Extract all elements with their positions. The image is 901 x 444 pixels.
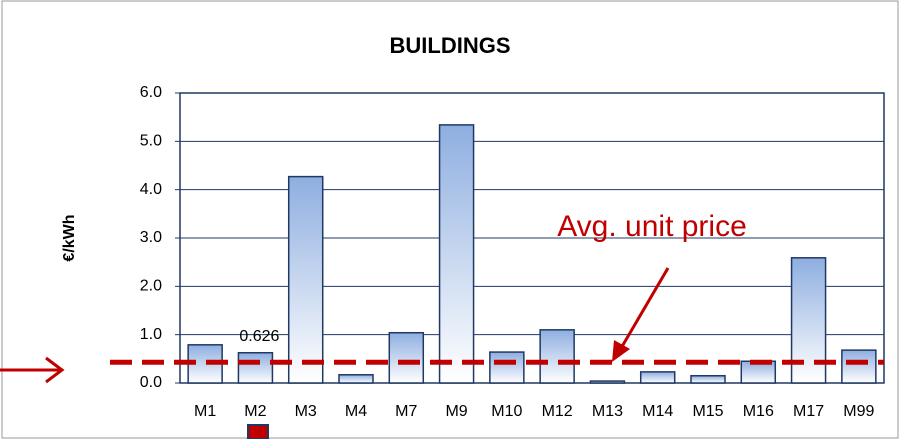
x-tick-label: M9	[445, 403, 467, 420]
bar	[388, 331, 425, 384]
x-tick-label: M12	[542, 403, 573, 420]
legend-swatch	[247, 424, 269, 440]
bar	[438, 124, 475, 384]
bar	[489, 351, 525, 384]
x-tick-label: M1	[194, 403, 216, 420]
x-tick-label: M4	[345, 403, 367, 420]
data-label: 0.626	[239, 328, 279, 345]
bar	[589, 380, 626, 384]
bar	[287, 175, 324, 384]
bar	[539, 329, 575, 384]
x-tick-label: M99	[843, 403, 874, 420]
x-tick-label: M10	[491, 403, 522, 420]
bar	[639, 371, 676, 384]
bar	[338, 374, 374, 384]
y-tick-label: 6.0	[140, 84, 162, 101]
y-tick-label: 1.0	[140, 326, 162, 343]
left-arrow-head	[45, 356, 65, 384]
reference-arrow	[618, 267, 670, 351]
reference-label: Avg. unit price	[557, 210, 747, 243]
x-tick-label: M3	[295, 403, 317, 420]
x-tick-label: M14	[642, 403, 673, 420]
y-axis-label: €/kWh	[61, 214, 78, 261]
x-tick-label: M15	[692, 403, 723, 420]
y-tick-label: 5.0	[140, 133, 162, 150]
y-tick-label: 0.0	[140, 374, 162, 391]
bar	[237, 351, 274, 384]
y-tick-label: 3.0	[140, 229, 162, 246]
y-tick-label: 4.0	[140, 181, 162, 198]
reference-arrow-head	[612, 340, 630, 362]
bar	[690, 375, 726, 384]
x-tick-label: M17	[793, 403, 824, 420]
x-tick-label: M16	[743, 403, 774, 420]
x-tick-label: M13	[592, 403, 623, 420]
bar	[841, 349, 877, 384]
x-tick-label: M7	[395, 403, 417, 420]
chart-title: BUILDINGS	[390, 33, 511, 58]
plot-border	[179, 92, 885, 384]
x-tick-label: M2	[244, 403, 266, 420]
y-tick-label: 2.0	[140, 278, 162, 295]
